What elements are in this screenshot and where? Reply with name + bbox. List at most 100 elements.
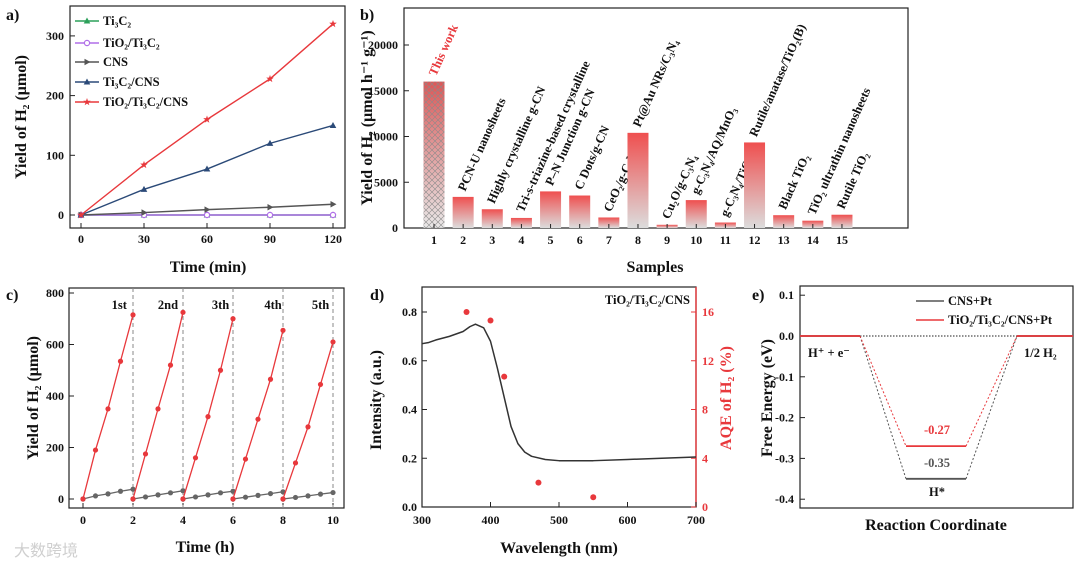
data-point [266, 74, 274, 83]
y-tick-label: 0.6 [402, 354, 417, 368]
legend-marker [83, 98, 91, 106]
data-point [267, 203, 274, 211]
data-point [192, 455, 199, 461]
plot-frame [799, 285, 1074, 509]
data-point [329, 121, 337, 128]
panel-e: e) 0.1 0.0 -0.1 -0.2 -0.3 -0.4 -0.35 CNS+Pt -0.27… [752, 285, 1074, 534]
data-point [167, 362, 174, 368]
y-tick-label: -0.3 [775, 451, 794, 465]
data-point [317, 491, 324, 497]
x-tick-label: 10 [327, 513, 339, 527]
data-point [230, 316, 236, 322]
state-label: 1/2 H₂ [1024, 346, 1057, 360]
data-point [242, 456, 249, 462]
data-point [180, 309, 186, 315]
panel-d: d) 300 400 500 600 700 0.0 0.2 0.4 0.6 0.8 0 4 8 12 16 T… [368, 286, 735, 557]
bar-label: Pt@Au NRs/C₃N₄ [630, 37, 681, 129]
data-point [280, 489, 286, 495]
aqe-point [487, 317, 494, 324]
aqe-point [590, 494, 597, 501]
y-axis-label: Yield of H₂ (μmol h⁻¹ g⁻¹) [359, 30, 376, 205]
data-point [203, 165, 211, 172]
x-axis-label: Wavelength (nm) [500, 540, 618, 557]
x-axis-label: Reaction Coordinate [865, 517, 1007, 534]
watermark: 大数跨境 [14, 541, 78, 560]
x-axis-label: Samples [627, 259, 684, 276]
y-tick-label: -0.1 [775, 370, 794, 384]
data-point [117, 488, 124, 494]
data-point [292, 494, 299, 501]
data-point [317, 381, 324, 388]
data-point [130, 496, 136, 502]
legend-label: CNS [103, 55, 128, 69]
data-point [242, 494, 249, 500]
annotation-label: TiO₂/Ti₃C₂/CNS [605, 293, 690, 307]
x-tick-label: 9 [664, 233, 670, 247]
x-tick-label: 15 [836, 233, 848, 247]
y-tick-label: 0.1 [779, 288, 794, 302]
y-axis-label: Yield of H₂ (μmol) [25, 336, 42, 460]
data-point [105, 491, 111, 497]
data-point [130, 486, 136, 492]
x-tick-label: 7 [606, 233, 612, 247]
y-right-axis-label: AQE of H₂ (%) [718, 346, 735, 450]
data-point [217, 490, 224, 496]
panel-label: e) [752, 287, 764, 304]
series-line [282, 341, 334, 500]
legend-label: Ti₃C₂/CNS [103, 75, 160, 89]
x-tick-label: 2 [130, 513, 136, 527]
bar-label: Rutile/anatase/TiO₂(B) [746, 22, 808, 139]
y-tick-label: 15000 [368, 84, 398, 98]
y-tick-label: 800 [46, 286, 64, 300]
data-point [167, 490, 174, 496]
legend-label: TiO₂/Ti₃C₂/CNS+Pt [948, 313, 1053, 327]
series-line [182, 318, 234, 500]
data-point [155, 492, 161, 498]
y-tick-label: 300 [46, 29, 64, 43]
bar [685, 200, 707, 228]
legend-label: TiO₂/Ti₃C₂ [103, 36, 160, 50]
data-point [230, 488, 236, 494]
panel-a: a) 0 30 60 90 120 0 100 200 300 Time (min) Yield of… [6, 5, 346, 276]
y-axis-label: Intensity (a.u.) [368, 350, 385, 450]
x-tick-label: 400 [482, 513, 500, 527]
y-right-tick-label: 16 [702, 305, 714, 319]
cycle-label: 5th [312, 298, 329, 312]
bar [598, 217, 620, 228]
cycle-label: 3th [212, 298, 229, 312]
y-tick-label: -0.4 [775, 492, 794, 506]
bar [627, 132, 649, 228]
data-point [267, 376, 274, 382]
x-tick-label: 60 [201, 232, 213, 246]
data-point [117, 358, 124, 364]
series-line [132, 312, 184, 500]
bar [831, 214, 853, 228]
panel-c: c) 0 2 4 6 8 10 0 200 400 600 800 1st 2nd 3th 4th 5th Tim… [6, 286, 345, 556]
bar [773, 215, 795, 228]
y-axis-label: Free Energy (eV) [759, 339, 776, 457]
bar-hatch [423, 81, 445, 228]
data-point [217, 367, 224, 373]
data-point [204, 206, 211, 213]
connector-line [965, 335, 1018, 447]
data-point [155, 406, 161, 412]
data-point [305, 493, 311, 499]
data-point [205, 492, 211, 498]
legend-marker [84, 58, 91, 66]
y-right-tick-label: 8 [702, 403, 708, 417]
connector-line [859, 335, 907, 479]
panel-label: c) [6, 287, 18, 304]
x-tick-label: 8 [280, 513, 286, 527]
aqe-point [463, 309, 470, 315]
bar [452, 196, 474, 228]
y-right-tick-label: 12 [702, 354, 714, 368]
x-tick-label: 6 [577, 233, 583, 247]
plot-frame [421, 286, 697, 508]
cycle-label: 4th [264, 298, 281, 312]
y-tick-label: 600 [46, 338, 64, 352]
data-point [266, 139, 274, 146]
y-tick-label: 0.8 [402, 305, 417, 319]
bar [481, 209, 503, 228]
data-point [142, 451, 149, 457]
